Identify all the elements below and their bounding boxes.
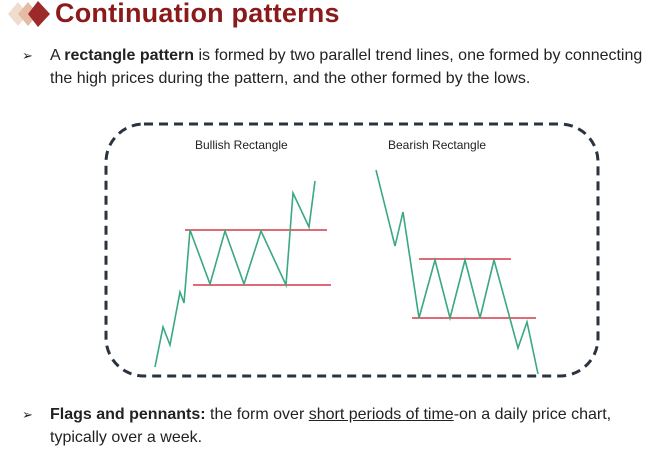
page-title: Continuation patterns bbox=[55, 0, 340, 28]
underlined-phrase: short periods of time bbox=[308, 406, 454, 423]
bullet-text-mid: the form over bbox=[205, 406, 309, 423]
bullet-flags-text: Flags and pennants: the form over short … bbox=[50, 403, 650, 449]
title-row: Continuation patterns bbox=[0, 0, 652, 30]
bullish-label: Bullish Rectangle bbox=[195, 138, 288, 152]
bullet-bold-term: rectangle pattern bbox=[64, 47, 195, 64]
bullet-text-pre: A bbox=[50, 47, 65, 64]
bearish-price-line bbox=[375, 169, 539, 375]
bearish-label: Bearish Rectangle bbox=[388, 138, 486, 152]
bullish-price-line bbox=[154, 180, 316, 368]
bullet-text-post: -on a daily price chart, typically over … bbox=[50, 406, 612, 446]
arrow-bullet-icon: ➢ bbox=[22, 407, 33, 422]
arrow-bullet-icon: ➢ bbox=[22, 48, 33, 63]
diamond-decoration-icon bbox=[8, 1, 50, 27]
bullet-bold-term: Flags and pennants: bbox=[50, 406, 206, 423]
bullet-rectangle-text: A rectangle pattern is formed by two par… bbox=[50, 44, 650, 90]
bullet-text-post: is formed by two parallel trend lines, o… bbox=[50, 47, 643, 87]
dashed-border bbox=[104, 122, 600, 378]
